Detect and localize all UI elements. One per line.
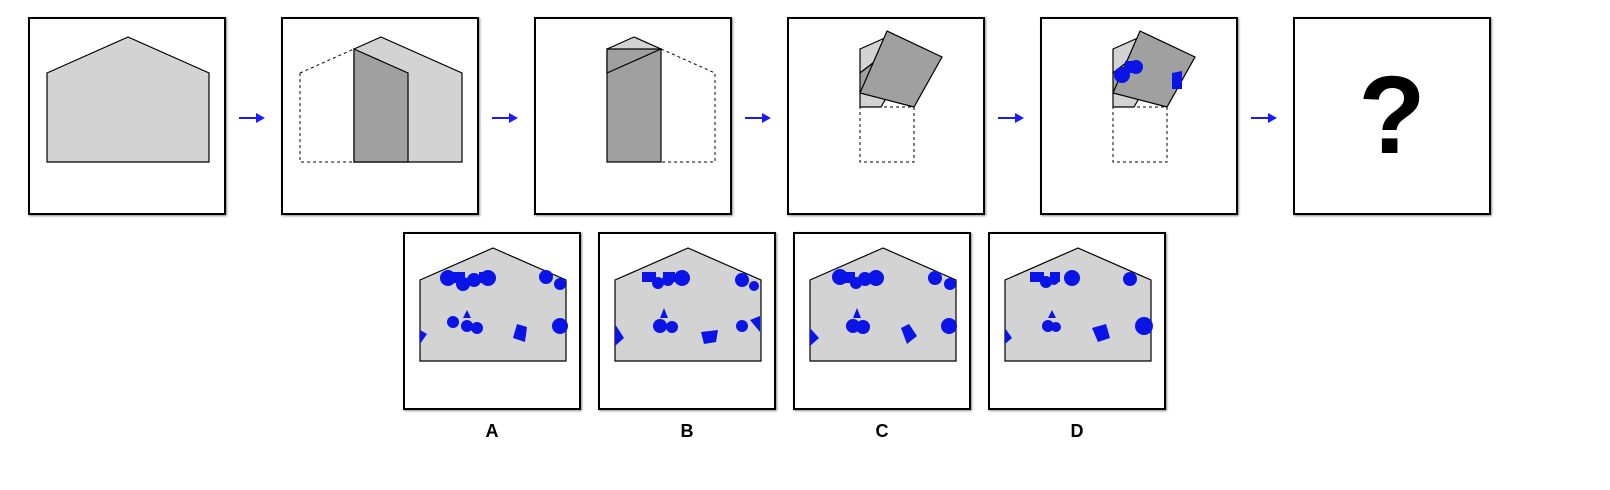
step-3-fold-left xyxy=(534,17,732,215)
punched-hole-icon xyxy=(810,269,957,346)
arrow-right-icon xyxy=(1251,113,1277,123)
arrow-right-icon xyxy=(239,113,265,123)
arrow-right-icon xyxy=(492,113,518,123)
punched-hole-icon xyxy=(1114,60,1182,89)
option-c-panel[interactable] xyxy=(793,232,971,410)
option-c-label: C xyxy=(875,421,889,441)
option-d-panel[interactable] xyxy=(988,232,1166,410)
option-b-panel[interactable] xyxy=(598,232,776,410)
unfolded-result xyxy=(1004,247,1153,362)
arrow-right-icon xyxy=(998,113,1024,123)
punched-hole-icon xyxy=(615,270,760,346)
punched-hole-icon xyxy=(1005,270,1153,344)
unfolded-result xyxy=(419,247,568,362)
unfolded-result xyxy=(614,247,762,362)
fold-diagram xyxy=(859,30,943,163)
house-shape xyxy=(46,36,210,163)
step-4-fold-up xyxy=(787,17,985,215)
fold-diagram xyxy=(606,36,716,163)
answer-placeholder: ? xyxy=(1293,17,1491,215)
option-d-label: D xyxy=(1070,421,1084,441)
unfolded-result xyxy=(809,247,957,362)
option-b-label: B xyxy=(680,421,694,441)
arrow-right-icon xyxy=(745,113,771,123)
step-2-fold-right-edge xyxy=(281,17,479,215)
option-a-panel[interactable] xyxy=(403,232,581,410)
punched-hole-icon xyxy=(420,270,568,344)
option-a-label: A xyxy=(485,421,499,441)
step-1-unfolded-paper xyxy=(28,17,226,215)
fold-diagram xyxy=(299,36,463,163)
step-5-punch-holes xyxy=(1040,17,1238,215)
question-mark: ? xyxy=(1358,54,1426,177)
fold-diagram xyxy=(1112,30,1196,163)
